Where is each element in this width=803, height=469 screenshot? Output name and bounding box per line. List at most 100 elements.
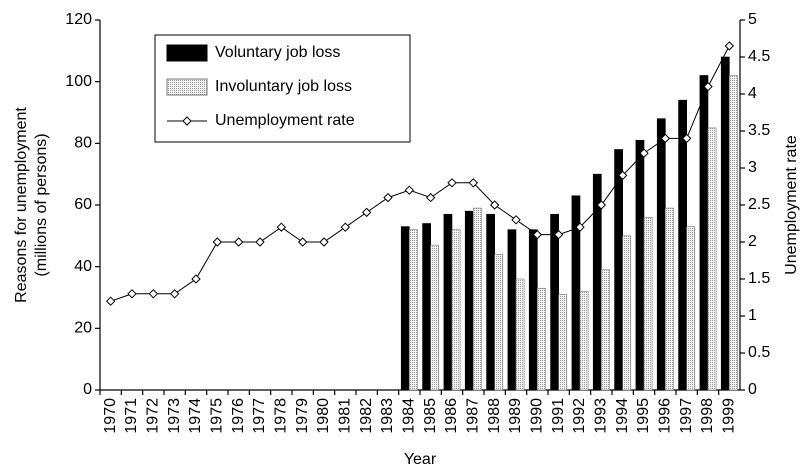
- bar: [486, 213, 495, 391]
- point: [319, 237, 329, 247]
- point: [212, 237, 223, 247]
- bar: [537, 287, 546, 391]
- y2-tick-label: 5: [748, 11, 757, 28]
- x-tick-label: 1976: [230, 398, 247, 434]
- x-tick-label: 1972: [145, 398, 162, 434]
- y2-tick-label: 0: [748, 381, 757, 398]
- point: [703, 81, 713, 92]
- y-tick-label: 20: [74, 320, 92, 337]
- y2-tick-label: 4.5: [748, 48, 770, 65]
- line: [110, 45, 730, 302]
- bar: [686, 226, 696, 391]
- bar: [515, 278, 525, 391]
- point: [404, 185, 415, 195]
- point: [681, 133, 692, 144]
- bar: [643, 217, 653, 391]
- point: [148, 289, 159, 299]
- bar: [665, 207, 674, 391]
- bar: [707, 127, 717, 391]
- bar: [579, 291, 589, 391]
- y2-axis-label: Unemployment rate: [783, 135, 800, 275]
- y2-tick-label: 1.5: [748, 270, 770, 287]
- point: [297, 237, 308, 247]
- x-tick-label: 1989: [507, 398, 524, 434]
- bar: [635, 139, 645, 391]
- legend-swatch: [182, 116, 192, 126]
- bar: [699, 75, 709, 391]
- point: [340, 222, 351, 232]
- bar: [473, 207, 482, 391]
- x-tick-label: 1970: [102, 398, 119, 434]
- x-tick-label: 1973: [166, 398, 183, 434]
- bar: [656, 118, 666, 391]
- x-tick-label: 1984: [401, 398, 418, 434]
- x-tick-label: 1974: [187, 398, 204, 434]
- y-tick-label: 60: [74, 196, 92, 213]
- point: [575, 222, 585, 232]
- legend-label: Voluntary job loss: [215, 44, 340, 61]
- point: [233, 237, 244, 247]
- x-tick-label: 1978: [273, 398, 290, 434]
- point: [660, 133, 671, 144]
- y-tick-label: 0: [83, 381, 92, 398]
- y-tick-label: 120: [65, 11, 92, 28]
- x-tick-label: 1991: [550, 398, 567, 434]
- x-tick-label: 1998: [699, 398, 716, 434]
- x-tick-label: 1982: [358, 398, 375, 434]
- x-tick-label: 1988: [486, 398, 503, 434]
- x-tick-label: 1977: [251, 398, 268, 434]
- y2-tick-label: 2.5: [748, 196, 770, 213]
- point: [191, 274, 201, 284]
- bar: [451, 229, 461, 391]
- y-tick-label: 40: [74, 258, 92, 275]
- bar: [400, 226, 410, 391]
- bar: [409, 229, 418, 391]
- point: [511, 215, 521, 225]
- point: [532, 229, 543, 240]
- x-tick-label: 1986: [443, 398, 460, 434]
- y-axis-label: (millions of persons): [33, 133, 50, 276]
- y-tick-label: 100: [65, 73, 92, 90]
- y2-tick-label: 0.5: [748, 344, 770, 361]
- point: [724, 41, 735, 51]
- x-tick-label: 1975: [209, 398, 226, 434]
- bar: [528, 229, 538, 391]
- point: [169, 289, 180, 299]
- bar: [507, 229, 517, 391]
- bar: [422, 223, 431, 391]
- y2-tick-label: 3: [748, 159, 757, 176]
- x-tick-label: 1985: [422, 398, 439, 434]
- x-tick-label: 1996: [657, 398, 674, 434]
- bar: [720, 56, 730, 391]
- x-tick-label: 1981: [337, 398, 354, 434]
- point: [468, 178, 479, 188]
- y2-tick-label: 3.5: [748, 122, 770, 139]
- bar: [622, 235, 632, 391]
- point: [127, 289, 137, 299]
- legend-swatch: [166, 44, 208, 62]
- x-tick-label: 1992: [571, 398, 588, 434]
- bar: [443, 213, 453, 391]
- x-tick-label: 1990: [529, 398, 546, 434]
- x-tick-label: 1979: [294, 398, 311, 434]
- point: [617, 170, 628, 181]
- x-tick-label: 1997: [678, 398, 695, 434]
- point: [255, 237, 265, 247]
- y2-tick-label: 4: [748, 85, 757, 102]
- point: [425, 192, 436, 203]
- point: [276, 222, 287, 232]
- legend-label: Unemployment rate: [215, 112, 355, 129]
- x-tick-label: 1999: [721, 398, 738, 434]
- bar: [678, 99, 687, 391]
- x-axis-label: Year: [404, 451, 437, 468]
- legend-label: Involuntary job loss: [215, 78, 352, 95]
- point: [596, 200, 607, 210]
- bar: [558, 294, 568, 391]
- y-tick-label: 80: [74, 135, 92, 152]
- bar: [430, 244, 440, 391]
- x-tick-label: 1994: [614, 398, 631, 434]
- x-tick-label: 1983: [379, 398, 396, 434]
- point: [361, 207, 372, 218]
- legend-swatch: [166, 78, 208, 96]
